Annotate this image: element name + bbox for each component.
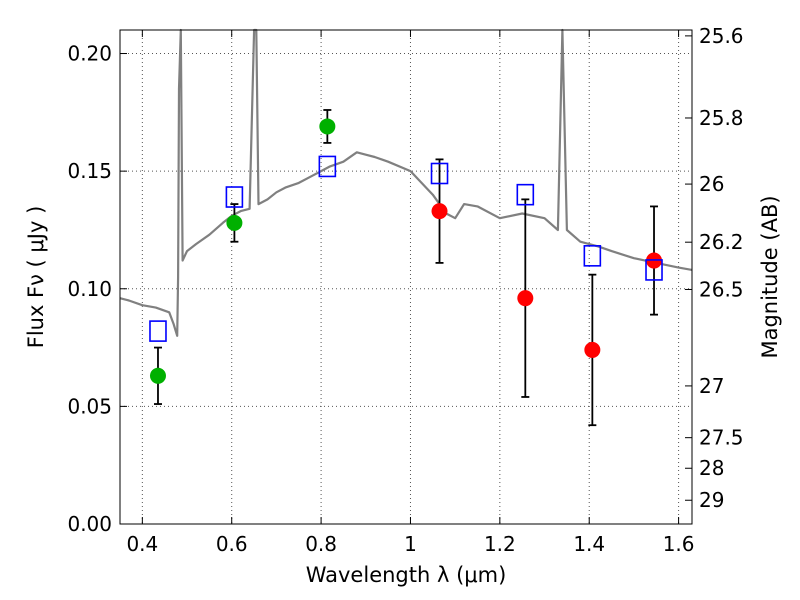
model-marker xyxy=(430,162,449,185)
y2-tick-label: 25.6 xyxy=(699,24,744,48)
x-tick-label: 0.8 xyxy=(305,532,337,556)
y2-axis: 25.6 25.8 26 26.2 26.5 27 27.5 28 29 xyxy=(685,24,744,512)
grid xyxy=(120,30,692,525)
data-point xyxy=(319,118,336,135)
y2-tick-label: 26.2 xyxy=(699,230,744,254)
y-axis: 0.00 0.05 0.10 0.15 0.20 xyxy=(67,42,127,536)
data-point xyxy=(149,367,166,384)
y-tick-label: 0.10 xyxy=(67,277,112,301)
model-marker xyxy=(318,155,337,178)
model-marker xyxy=(583,245,602,267)
model-marker xyxy=(645,259,663,281)
x-axis-title: Wavelength λ (μm) xyxy=(306,563,507,587)
model-marker xyxy=(516,183,535,206)
data-point xyxy=(431,203,448,220)
x-tick-label: 1 xyxy=(404,532,417,556)
y2-axis-title: Magnitude (AB) xyxy=(758,195,782,358)
data-point xyxy=(584,341,601,358)
x-tick-label: 0.4 xyxy=(126,532,158,556)
y-tick-label: 0.00 xyxy=(67,512,112,536)
x-axis: 0.4 0.6 0.8 1 1.2 1.4 1.6 xyxy=(126,30,695,556)
data-point xyxy=(226,214,243,231)
y-tick-label: 0.20 xyxy=(67,42,112,66)
data-point xyxy=(517,290,534,307)
y2-tick-label: 26 xyxy=(699,172,724,196)
y2-tick-label: 27.5 xyxy=(699,426,744,450)
plot-frame xyxy=(119,29,693,525)
y2-tick-label: 26.5 xyxy=(699,277,744,301)
model-marker xyxy=(149,320,167,342)
spectrum-line xyxy=(119,28,693,337)
model-marker xyxy=(225,186,244,208)
y-tick-label: 0.05 xyxy=(67,394,112,418)
y2-tick-label: 29 xyxy=(699,488,724,512)
points-layer xyxy=(149,109,663,427)
x-tick-label: 0.6 xyxy=(216,532,248,556)
spectrum-layer xyxy=(119,28,693,337)
x-tick-label: 1.2 xyxy=(484,532,516,556)
y2-tick-label: 28 xyxy=(699,456,724,480)
y-axis-title: Flux Fν ( μJy ) xyxy=(24,206,48,349)
x-tick-label: 1.6 xyxy=(663,532,695,556)
x-tick-label: 1.4 xyxy=(573,532,605,556)
y2-tick-label: 27 xyxy=(699,374,724,398)
y-tick-label: 0.15 xyxy=(67,159,112,183)
y2-tick-label: 25.8 xyxy=(699,106,744,130)
